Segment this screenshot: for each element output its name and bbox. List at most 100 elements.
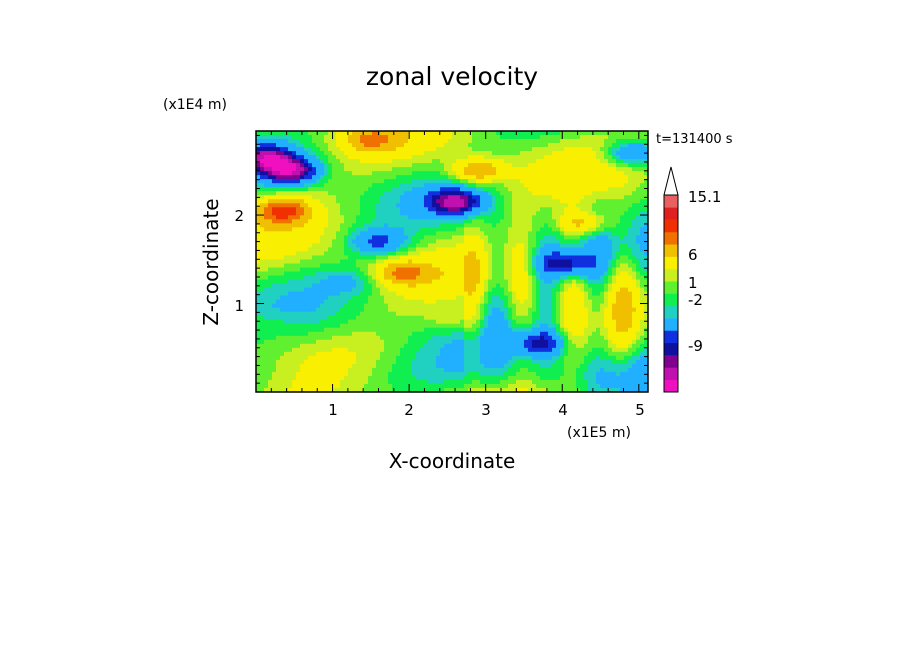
contour-cell — [420, 163, 425, 168]
contour-cell — [592, 179, 597, 184]
contour-cell — [332, 223, 337, 228]
contour-cell — [320, 147, 325, 152]
contour-cell — [556, 159, 561, 164]
contour-cell — [432, 175, 437, 180]
contour-cell — [380, 199, 385, 204]
contour-cell — [320, 207, 325, 212]
contour-cell — [492, 243, 497, 249]
contour-cell — [600, 171, 605, 176]
contour-cell — [608, 331, 613, 337]
contour-cell — [300, 143, 305, 148]
contour-cell — [480, 327, 485, 333]
contour-cell — [488, 259, 493, 265]
contour-cell — [400, 295, 405, 301]
contour-cell — [408, 167, 413, 172]
contour-cell — [588, 203, 593, 208]
contour-cell — [356, 175, 361, 180]
contour-cell — [332, 183, 337, 188]
contour-cell — [512, 147, 517, 152]
contour-cell — [304, 155, 309, 160]
contour-cell — [484, 251, 489, 257]
contour-cell — [272, 219, 277, 224]
contour-cell — [456, 231, 461, 236]
contour-cell — [288, 267, 293, 273]
contour-cell — [420, 255, 425, 261]
contour-cell — [308, 299, 313, 305]
contour-cell — [480, 303, 485, 309]
contour-cell — [376, 263, 381, 269]
contour-cell — [536, 251, 541, 257]
contour-cell — [596, 263, 601, 269]
contour-cell — [508, 175, 513, 180]
contour-cell — [296, 255, 301, 261]
contour-cell — [556, 255, 561, 261]
contour-cell — [532, 287, 537, 293]
contour-cell — [352, 279, 357, 285]
contour-cell — [568, 139, 573, 144]
contour-cell — [416, 235, 421, 241]
contour-cell — [296, 327, 301, 333]
contour-cell — [448, 151, 453, 156]
contour-cell — [484, 243, 489, 249]
contour-cell — [464, 247, 469, 253]
contour-cell — [280, 143, 285, 148]
contour-cell — [316, 155, 321, 160]
contour-cell — [488, 291, 493, 297]
contour-cell — [440, 131, 445, 136]
contour-cell — [356, 135, 361, 140]
contour-cell — [296, 207, 301, 212]
contour-cell — [600, 307, 605, 313]
time-label: t=131400 s — [656, 132, 733, 147]
contour-cell — [420, 323, 425, 329]
contour-cell — [636, 291, 641, 297]
contour-cell — [592, 307, 597, 313]
contour-cell — [324, 167, 329, 172]
contour-cell — [640, 323, 645, 329]
contour-cell — [304, 131, 309, 136]
contour-cell — [264, 171, 269, 176]
contour-cell — [420, 147, 425, 152]
contour-cell — [612, 139, 617, 144]
contour-cell — [316, 247, 321, 253]
contour-cell — [616, 151, 621, 156]
contour-cell — [304, 235, 309, 241]
contour-cell — [632, 175, 637, 180]
contour-cell — [380, 259, 385, 265]
contour-cell — [472, 143, 477, 148]
contour-cell — [404, 211, 409, 216]
contour-cell — [264, 139, 269, 144]
contour-cell — [320, 327, 325, 333]
contour-cell — [428, 211, 433, 216]
contour-cell — [308, 279, 313, 285]
contour-cell — [556, 303, 561, 309]
contour-cell — [520, 191, 525, 196]
contour-cell — [600, 199, 605, 204]
contour-cell — [484, 155, 489, 160]
contour-cell — [588, 155, 593, 160]
contour-cell — [500, 295, 505, 301]
contour-cell — [544, 151, 549, 156]
contour-cell — [272, 259, 277, 265]
contour-cell — [336, 331, 341, 337]
contour-cell — [504, 207, 509, 212]
contour-cell — [428, 131, 433, 136]
contour-cell — [576, 215, 581, 220]
contour-cell — [456, 143, 461, 148]
contour-cell — [344, 259, 349, 265]
contour-cell — [344, 331, 349, 337]
contour-cell — [260, 311, 265, 317]
contour-cell — [544, 163, 549, 168]
contour-cell — [288, 311, 293, 317]
contour-cell — [624, 139, 629, 144]
contour-cell — [440, 331, 445, 337]
contour-cell — [628, 151, 633, 156]
contour-cell — [308, 171, 313, 176]
contour-cell — [496, 155, 501, 160]
contour-cell — [524, 147, 529, 152]
contour-cell — [340, 295, 345, 301]
contour-cell — [456, 211, 461, 216]
contour-cell — [628, 159, 633, 164]
contour-cell — [480, 163, 485, 168]
contour-cell — [376, 211, 381, 216]
contour-cell — [580, 315, 585, 321]
